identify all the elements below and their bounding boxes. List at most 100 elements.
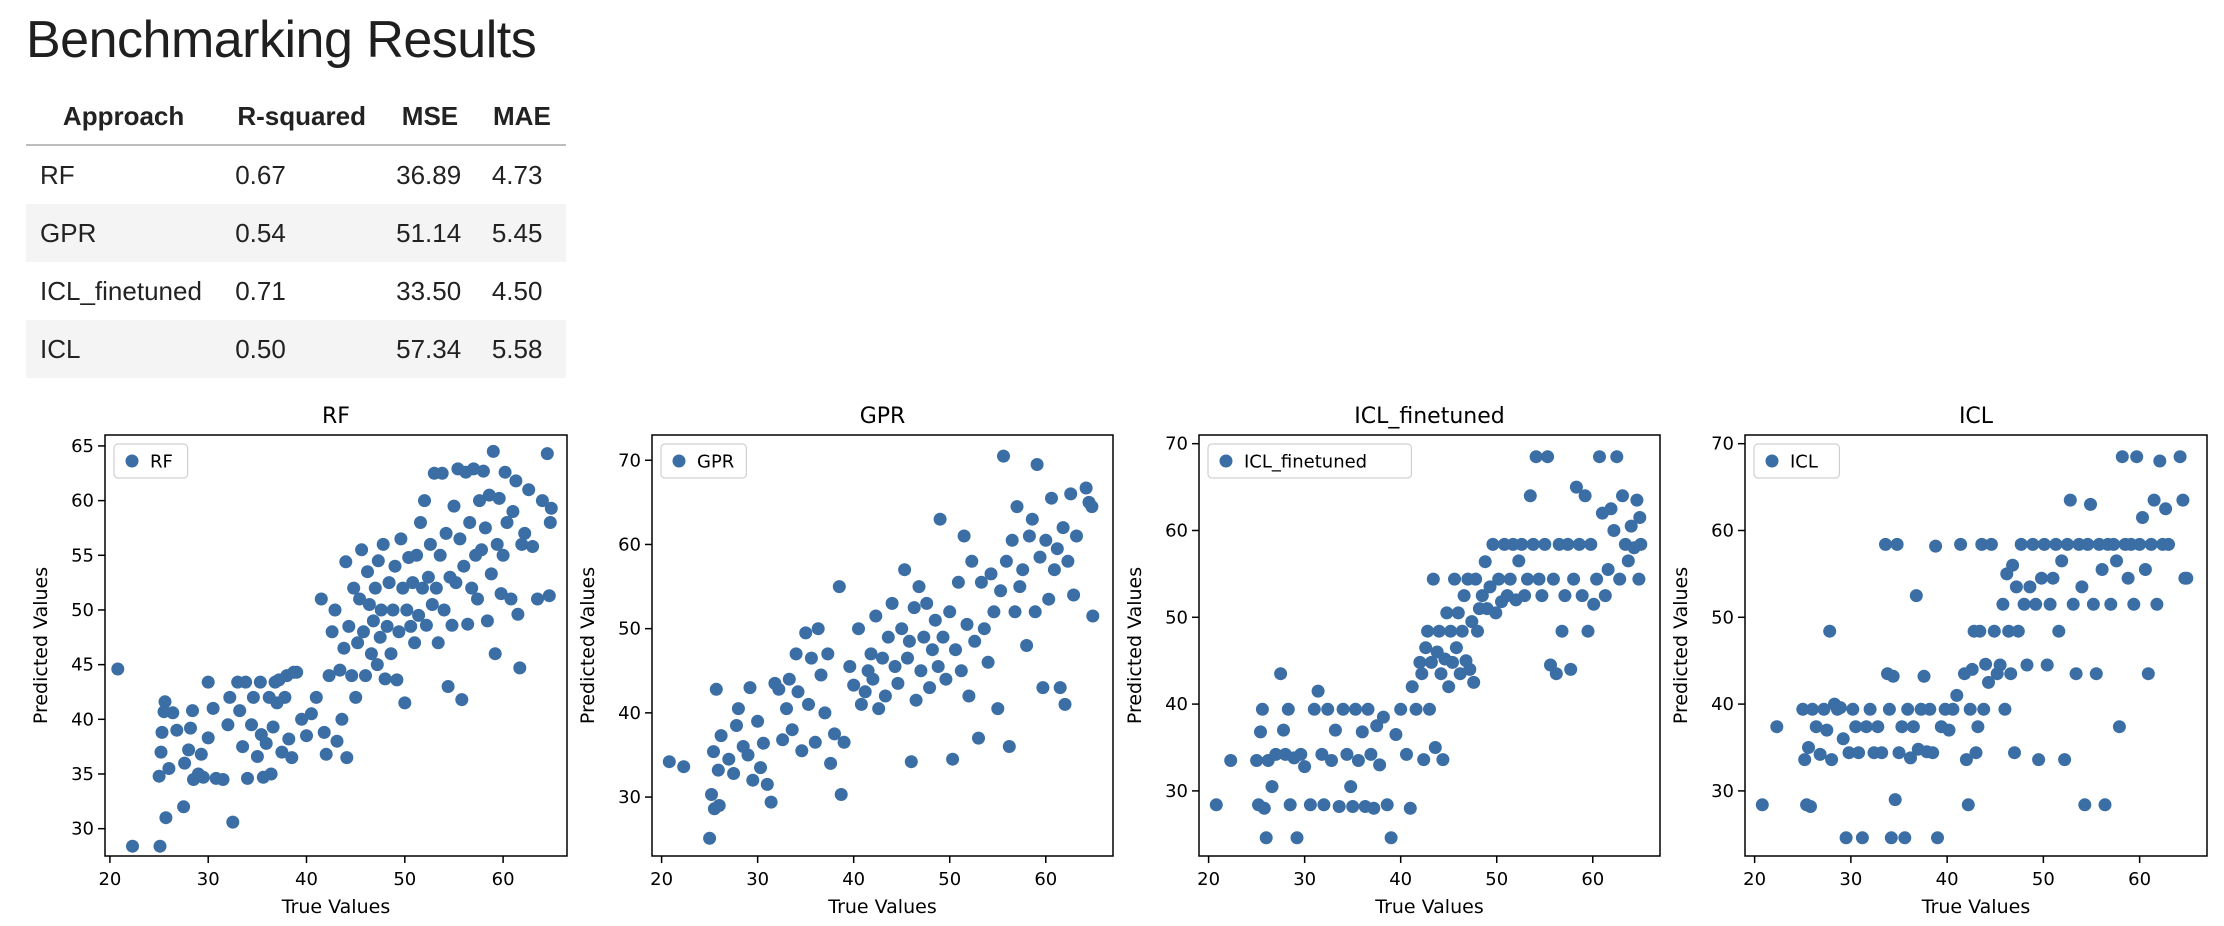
data-point (1546, 572, 1560, 586)
data-point (991, 702, 1005, 716)
data-point (1469, 572, 1483, 586)
data-point (1888, 793, 1902, 807)
legend-label: RF (150, 452, 173, 473)
data-point (677, 760, 691, 774)
data-point (1859, 720, 1873, 734)
data-point (184, 721, 197, 735)
x-tick-label: 20 (1197, 869, 1220, 890)
data-point (1634, 537, 1648, 551)
data-point (923, 681, 937, 695)
data-point (253, 675, 267, 689)
data-point (2060, 537, 2074, 551)
data-point (2121, 571, 2135, 585)
data-points (1209, 450, 1648, 845)
data-point (349, 690, 363, 704)
data-point (854, 697, 868, 711)
data-point (1384, 831, 1398, 845)
data-point (1303, 798, 1317, 812)
data-point (486, 444, 500, 458)
y-tick-label: 55 (71, 545, 94, 566)
data-point (818, 706, 832, 720)
data-point (1294, 747, 1308, 761)
data-point (419, 618, 433, 632)
data-points (662, 449, 1100, 845)
data-point (1061, 554, 1075, 568)
data-point (785, 723, 799, 737)
y-tick-label: 30 (71, 819, 94, 840)
cell-mae: 4.50 (491, 275, 543, 306)
data-point (1954, 537, 1968, 551)
data-point (154, 745, 168, 759)
data-point (888, 660, 902, 673)
x-tick-label: 60 (1581, 869, 1604, 890)
data-point (977, 622, 991, 636)
data-point (1979, 657, 1993, 671)
data-point (482, 488, 496, 502)
data-point (814, 668, 828, 682)
data-point (780, 702, 793, 716)
data-point (1409, 702, 1423, 716)
data-point (1532, 572, 1546, 586)
data-point (789, 647, 803, 661)
data-point (1047, 563, 1061, 577)
y-tick-label: 60 (71, 491, 94, 512)
chart-title: ICL (1959, 404, 1994, 429)
data-point (295, 712, 309, 726)
data-point (1492, 572, 1506, 586)
data-point (2009, 580, 2023, 594)
data-point (1575, 589, 1589, 603)
data-point (484, 567, 498, 581)
data-point (2004, 667, 2018, 681)
data-point (2086, 597, 2100, 611)
data-point (909, 693, 923, 707)
data-point (984, 567, 998, 581)
data-point (201, 675, 215, 689)
y-tick-label: 30 (1165, 781, 1188, 802)
data-point (518, 526, 532, 540)
data-point (1996, 597, 2010, 611)
data-point (1002, 740, 1016, 753)
column-header-mse: MSE (382, 88, 478, 146)
data-point (1809, 720, 1823, 734)
data-point (891, 676, 905, 690)
data-point (2002, 624, 2016, 638)
data-point (2049, 537, 2063, 551)
data-point (453, 532, 467, 546)
data-point (1328, 723, 1342, 737)
data-point (178, 756, 192, 770)
data-point (504, 592, 518, 606)
data-point (828, 727, 841, 741)
x-tick-label: 40 (295, 869, 318, 890)
data-point (500, 516, 514, 529)
data-point (1581, 624, 1595, 638)
data-point (511, 607, 525, 621)
data-point (2052, 624, 2066, 638)
x-tick-label: 50 (1485, 869, 1508, 890)
data-point (1022, 529, 1036, 543)
data-point (1633, 511, 1647, 524)
data-point (2014, 537, 2028, 551)
data-point (304, 707, 318, 721)
data-point (542, 589, 556, 603)
data-point (423, 537, 437, 551)
data-point (439, 526, 453, 540)
data-point (1389, 728, 1403, 741)
cell-approach: ICL_finetuned (40, 275, 202, 306)
data-point (1346, 800, 1360, 813)
cell-mae: 4.73 (491, 159, 543, 190)
legend-label: GPR (697, 452, 734, 473)
y-tick-label: 70 (1711, 434, 1734, 455)
data-point (378, 672, 392, 686)
data-point (1361, 702, 1375, 716)
data-point (2176, 493, 2190, 507)
data-point (404, 619, 418, 633)
data-point (1613, 572, 1627, 586)
data-point (285, 751, 299, 765)
y-tick-label: 50 (1711, 607, 1734, 628)
table-row: ICL 0.50 57.34 5.58 (26, 320, 566, 378)
data-point (526, 540, 540, 553)
data-point (1355, 725, 1369, 739)
data-point (1465, 615, 1479, 629)
data-point (386, 603, 400, 617)
y-tick-label: 60 (1711, 520, 1734, 541)
